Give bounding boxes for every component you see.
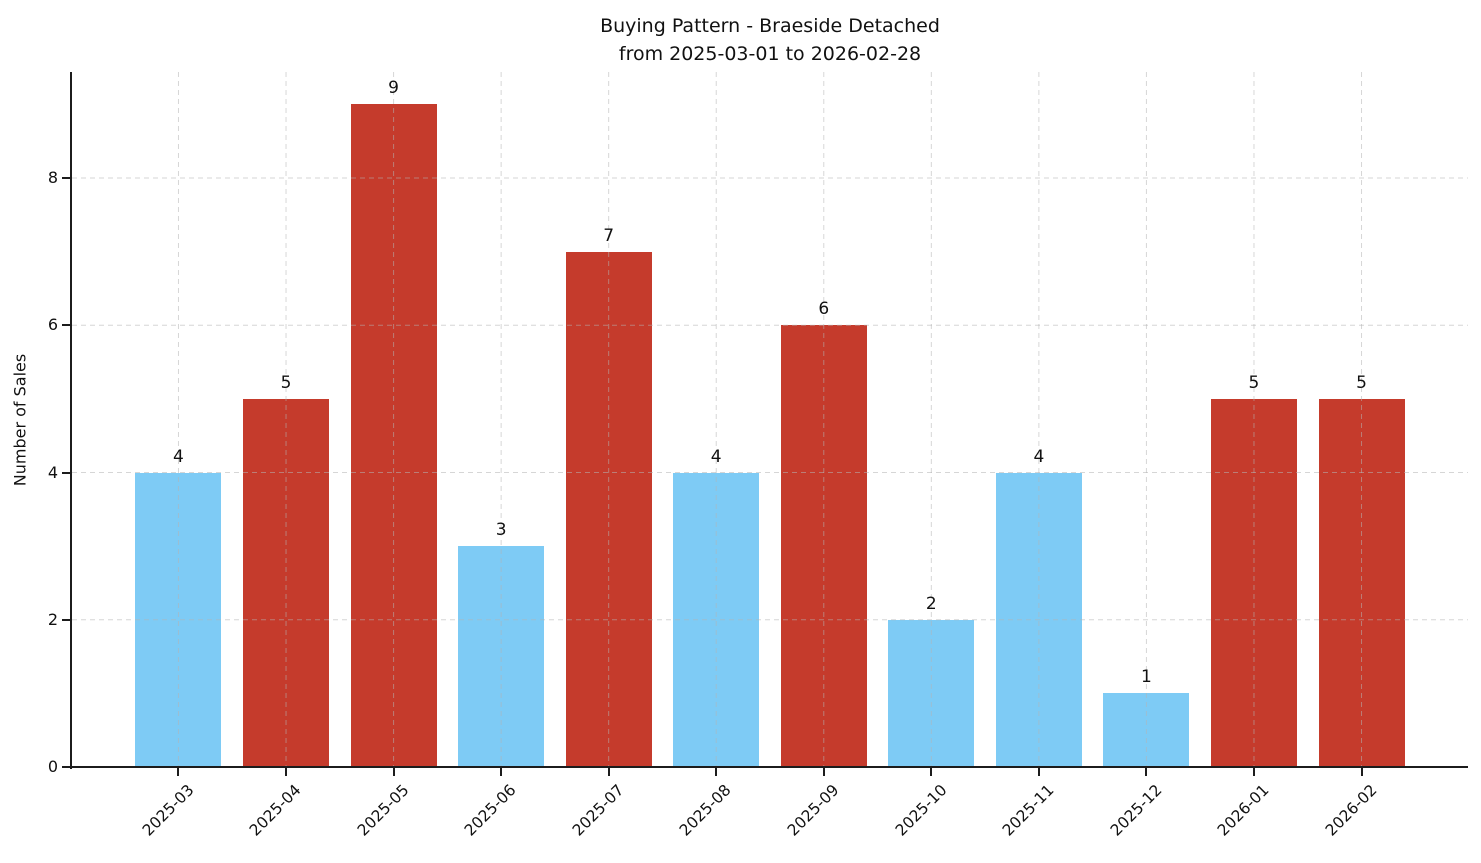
y-tick-mark <box>62 618 70 621</box>
x-tick-mark <box>822 768 825 776</box>
bar-2025-12 <box>1103 693 1190 767</box>
bar-value-label: 9 <box>388 78 399 99</box>
x-tick-label-text: 2025-11 <box>999 781 1058 840</box>
x-tick-mark <box>500 768 503 776</box>
x-tick-label-text: 2026-02 <box>1321 781 1381 840</box>
x-tick-mark <box>285 768 288 776</box>
y-axis-spine <box>70 72 72 769</box>
bar-2025-09 <box>780 325 867 767</box>
bar-value-label: 4 <box>710 446 722 467</box>
x-tick-label-text: 2025-12 <box>1106 781 1166 840</box>
bar-2025-03 <box>135 472 222 767</box>
bar-2026-01 <box>1210 398 1297 767</box>
x-tick-label-text: 2025-09 <box>783 781 843 840</box>
chart-title-line2: from 2025-03-01 to 2026-02-28 <box>618 43 922 65</box>
x-tick-mark <box>1037 768 1040 776</box>
bar-2025-11 <box>995 472 1082 767</box>
bar-2025-08 <box>673 472 760 767</box>
bar-value-label: 2 <box>925 593 937 614</box>
x-tick-label-text: 2026-01 <box>1214 781 1273 840</box>
x-tick-label-text: 2025-10 <box>891 781 951 840</box>
x-tick-label-text: 2025-03 <box>138 781 198 840</box>
bar-2025-07 <box>565 251 652 767</box>
x-tick-mark <box>177 768 180 776</box>
x-tick-label-text: 2025-04 <box>246 781 305 840</box>
bar-value-label: 7 <box>603 225 615 246</box>
x-tick-mark <box>392 768 395 776</box>
bar-value-label: 5 <box>1356 372 1367 393</box>
bar-value-label: 1 <box>1141 667 1152 688</box>
x-tick-label-text: 2025-06 <box>461 781 520 840</box>
x-tick-label-text: 2025-07 <box>568 781 628 840</box>
bar-2025-06 <box>458 546 545 767</box>
chart-title: Buying Pattern - Braeside Detached from … <box>72 12 1468 68</box>
bar-2025-04 <box>243 398 330 767</box>
bar-value-label: 5 <box>280 372 292 393</box>
x-tick-mark <box>1145 768 1148 776</box>
y-tick-mark <box>62 177 70 180</box>
bar-value-label: 5 <box>1248 372 1260 393</box>
y-tick-label: 2 <box>47 609 58 629</box>
x-tick-mark <box>607 768 610 776</box>
bar-value-label: 3 <box>495 520 507 541</box>
y-tick-mark <box>62 766 70 768</box>
y-tick-label: 0 <box>47 757 58 776</box>
y-tick-label: 4 <box>47 462 58 482</box>
x-tick-mark <box>930 768 933 776</box>
y-tick-mark <box>62 471 70 474</box>
x-tick-mark <box>1252 768 1255 776</box>
x-tick-label-text: 2025-08 <box>676 781 735 840</box>
bar-value-label: 4 <box>1033 446 1045 467</box>
y-tick-label: 8 <box>47 168 58 188</box>
bar-2025-05 <box>350 104 437 767</box>
bar-value-label: 4 <box>173 446 184 467</box>
bar-value-label: 6 <box>818 299 830 320</box>
bar-2026-02 <box>1318 398 1405 767</box>
chart-title-line1: Buying Pattern - Braeside Detached <box>600 15 940 37</box>
x-tick-mark <box>1360 768 1363 776</box>
x-tick-mark <box>715 768 718 776</box>
x-tick-label-text: 2025-05 <box>353 781 413 840</box>
x-axis-spine <box>70 766 1468 768</box>
bar-2025-10 <box>888 619 975 767</box>
y-tick-label: 6 <box>47 315 58 335</box>
y-tick-mark <box>62 324 70 327</box>
